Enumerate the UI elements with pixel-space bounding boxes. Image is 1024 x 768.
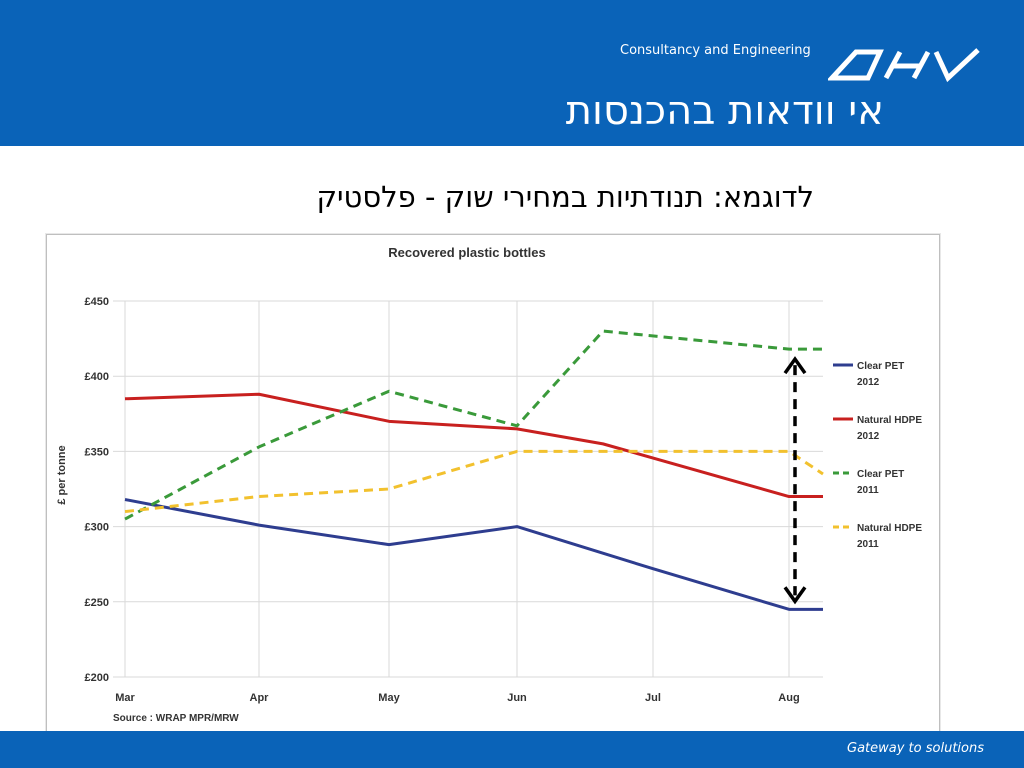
x-tick-labels: Mar Apr May Jun Jul Aug xyxy=(115,692,799,704)
legend-label: Natural HDPE xyxy=(857,415,922,426)
y-tick-label: £350 xyxy=(85,446,109,458)
x-tick-label: Apr xyxy=(250,692,270,704)
y-tick-label: £450 xyxy=(85,296,109,308)
dhv-logo-icon xyxy=(828,48,980,83)
series-line-clear-pet-2011 xyxy=(124,329,823,521)
header-bar: Consultancy and Engineering אי וודאות בה… xyxy=(0,0,1024,146)
y-tick-label: £400 xyxy=(85,371,109,383)
x-tick-label: Jun xyxy=(507,692,527,704)
x-tick-label: Mar xyxy=(115,692,135,704)
y-tick-labels: £200 £250 £300 £350 £400 £450 xyxy=(85,296,109,684)
series-line-natural-hdpe-2012 xyxy=(124,392,823,499)
x-tick-label: Jul xyxy=(645,692,661,704)
legend-label: 2011 xyxy=(857,485,879,496)
x-tick-label: Aug xyxy=(778,692,799,704)
legend-label: Clear PET xyxy=(857,469,904,480)
legend-label: Natural HDPE xyxy=(857,523,922,534)
y-tick-label: £200 xyxy=(85,672,109,684)
slide-subtitle: לדוגמא: תנודתיות במחירי שוק - פלסטיק xyxy=(316,180,814,214)
legend-label: Clear PET xyxy=(857,361,904,372)
chart-source: Source : WRAP MPR/MRW xyxy=(113,713,239,724)
arrow-head-down xyxy=(783,586,807,605)
chart-title: Recovered plastic bottles xyxy=(388,245,546,260)
y-axis-label: £ per tonne xyxy=(56,445,68,504)
legend-label: 2011 xyxy=(857,539,879,550)
series-line-natural-hdpe-2011 xyxy=(124,449,824,514)
chart-grid xyxy=(113,300,823,678)
arrow-head-up xyxy=(783,356,807,375)
chart-legend: Clear PET 2012 Natural HDPE 2012 Clear PET 20… xyxy=(833,361,922,550)
x-tick-label: May xyxy=(378,692,400,704)
legend-label: 2012 xyxy=(857,431,880,442)
range-arrow xyxy=(783,356,807,605)
line-chart: £200 £250 £300 £350 £400 £450 Mar Apr May Jun Jul… xyxy=(56,245,922,724)
series-line-clear-pet-2012 xyxy=(124,498,823,611)
slide-title: אי וודאות בהכנסות xyxy=(565,88,884,134)
y-tick-label: £300 xyxy=(85,522,109,534)
legend-label: 2012 xyxy=(857,377,880,388)
series-lines xyxy=(124,329,824,611)
footer-tagline: Gateway to solutions xyxy=(847,741,984,756)
y-tick-label: £250 xyxy=(85,597,109,609)
footer-bar: Gateway to solutions xyxy=(0,731,1024,768)
company-tagline: Consultancy and Engineering xyxy=(620,43,811,58)
chart-frame: £200 £250 £300 £350 £400 £450 Mar Apr May Jun Jul… xyxy=(46,234,940,732)
